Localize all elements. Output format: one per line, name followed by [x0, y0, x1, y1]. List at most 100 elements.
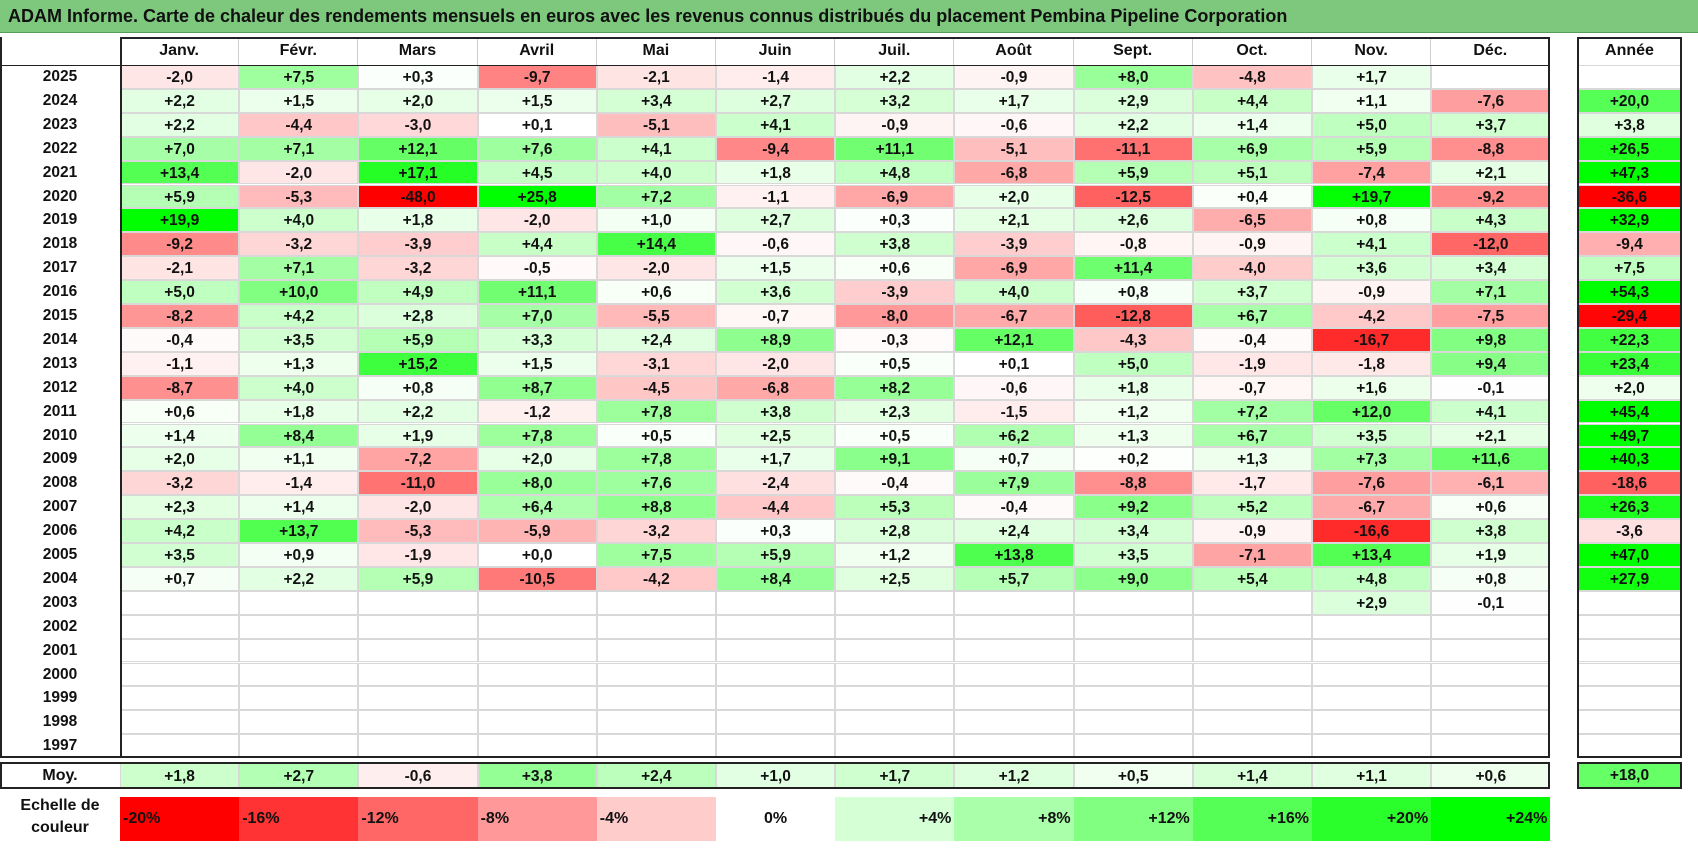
heatmap-cell: -4,5: [596, 375, 716, 400]
heatmap-cell: +0,3: [835, 208, 955, 233]
heatmap-cell: +1,7: [1312, 65, 1432, 89]
year-label: 2019: [42, 211, 78, 229]
heatmap-cell: -1,4: [716, 65, 836, 89]
annual-cell: +47,0: [1577, 543, 1682, 567]
heatmap-cell: [1073, 734, 1193, 759]
color-scale-step: -8%: [477, 797, 597, 842]
header-separator: [0, 65, 1551, 66]
heatmap-cell: +3,5: [1312, 423, 1432, 448]
heatmap-cell: +7,2: [1192, 399, 1312, 424]
heatmap-cell: +5,0: [1312, 112, 1432, 137]
heatmap-cell: [477, 614, 597, 639]
heatmap-cell: +7,1: [239, 256, 359, 281]
annual-cell: +54,3: [1577, 280, 1682, 304]
annual-cell: [1577, 710, 1682, 735]
annual-cell: -9,4: [1577, 232, 1682, 257]
heatmap-cell: -1,2: [477, 399, 597, 424]
heatmap-cell: -1,1: [716, 184, 836, 209]
month-header: Mars: [358, 37, 478, 65]
heatmap-cell: [120, 614, 240, 639]
heatmap-cell: [1312, 686, 1432, 711]
heatmap-cell: -7,6: [1312, 471, 1432, 496]
average-cell: +1,8: [120, 762, 240, 790]
heatmap-cell: +2,5: [835, 566, 955, 591]
heatmap-cell: +7,1: [1431, 280, 1551, 304]
month-header: Oct.: [1193, 37, 1312, 65]
heatmap-cell: +10,0: [239, 280, 359, 304]
heatmap-cell: +0,8: [1312, 208, 1432, 233]
heatmap-cell: +3,8: [835, 232, 955, 257]
heatmap-cell: +1,6: [1312, 375, 1432, 400]
heatmap-cell: +3,5: [120, 543, 240, 567]
heatmap-cell: +8,0: [1073, 65, 1193, 89]
heatmap-cell: +3,7: [1192, 280, 1312, 304]
heatmap-cell: +11,6: [1431, 447, 1551, 472]
color-scale-label: Echelle de couleur: [0, 795, 120, 839]
heatmap-cell: +5,9: [716, 543, 836, 567]
heatmap-cell: [1312, 662, 1432, 687]
heatmap-cell: [1431, 662, 1551, 687]
heatmap-cell: -3,9: [358, 232, 478, 257]
heatmap-cell: -5,1: [954, 136, 1074, 161]
heatmap-cell: +2,4: [954, 519, 1074, 543]
heatmap-cell: +1,3: [239, 351, 359, 376]
heatmap-cell: +0,2: [1073, 447, 1193, 472]
heatmap-cell: +2,0: [954, 184, 1074, 209]
average-annual-cell: +18,0: [1577, 762, 1682, 790]
heatmap-cell: -11,0: [358, 471, 478, 496]
annual-cell: +2,0: [1577, 375, 1682, 400]
average-cell: +2,7: [239, 762, 359, 790]
heatmap-cell: [1192, 686, 1312, 711]
heatmap-cell: -4,2: [596, 566, 716, 591]
heatmap-cell: -0,9: [1192, 232, 1312, 257]
heatmap-cell: [716, 710, 836, 735]
heatmap-cell: +0,6: [596, 280, 716, 304]
year-label: 2001: [42, 641, 78, 659]
heatmap-cell: [716, 686, 836, 711]
year-label: 2021: [42, 163, 78, 181]
heatmap-cell: +0,6: [1431, 495, 1551, 520]
heatmap-cell: +5,9: [1312, 136, 1432, 161]
heatmap-cell: +0,8: [1073, 280, 1193, 304]
heatmap-cell: [239, 662, 359, 687]
heatmap-cell: +4,0: [239, 375, 359, 400]
heatmap-cell: +3,6: [716, 280, 836, 304]
heatmap-cell: [358, 734, 478, 759]
heatmap-cell: +13,8: [954, 543, 1074, 567]
heatmap-cell: -16,7: [1312, 327, 1432, 352]
year-label: 2008: [42, 474, 78, 492]
annual-cell: -29,4: [1577, 304, 1682, 328]
average-cell: +2,4: [596, 762, 716, 790]
color-scale-step: -16%: [239, 797, 359, 842]
annual-cell: [1577, 614, 1682, 639]
annual-cell: +26,5: [1577, 136, 1682, 161]
heatmap-cell: +9,4: [1431, 351, 1551, 376]
heatmap-cell: +4,8: [835, 160, 955, 185]
heatmap-cell: +7,8: [477, 423, 597, 448]
heatmap-cell: [954, 638, 1074, 663]
heatmap-cell: +1,4: [120, 423, 240, 448]
average-cell: +3,8: [477, 762, 597, 790]
month-header: Nov.: [1312, 37, 1432, 65]
heatmap-cell: +3,4: [1431, 256, 1551, 281]
heatmap-cell: [1073, 710, 1193, 735]
heatmap-cell: +7,5: [596, 543, 716, 567]
year-label: 1997: [42, 737, 78, 755]
heatmap-cell: +7,5: [239, 65, 359, 89]
heatmap-cell: +0,7: [120, 566, 240, 591]
heatmap-cell: -8,8: [1431, 136, 1551, 161]
heatmap-cell: -2,0: [477, 208, 597, 233]
heatmap-cell: [1312, 638, 1432, 663]
heatmap-cell: [477, 686, 597, 711]
average-cell: -0,6: [358, 762, 478, 790]
heatmap-cell: -0,7: [1192, 375, 1312, 400]
heatmap-cell: [716, 614, 836, 639]
heatmap-cell: [596, 590, 716, 615]
average-cell: +0,5: [1073, 762, 1193, 790]
heatmap-cell: +2,0: [120, 447, 240, 472]
year-label: 2020: [42, 187, 78, 205]
heatmap-cell: -1,5: [954, 399, 1074, 424]
heatmap-cell: -0,4: [120, 327, 240, 352]
year-label: 2014: [42, 330, 78, 348]
heatmap-cell: [596, 710, 716, 735]
